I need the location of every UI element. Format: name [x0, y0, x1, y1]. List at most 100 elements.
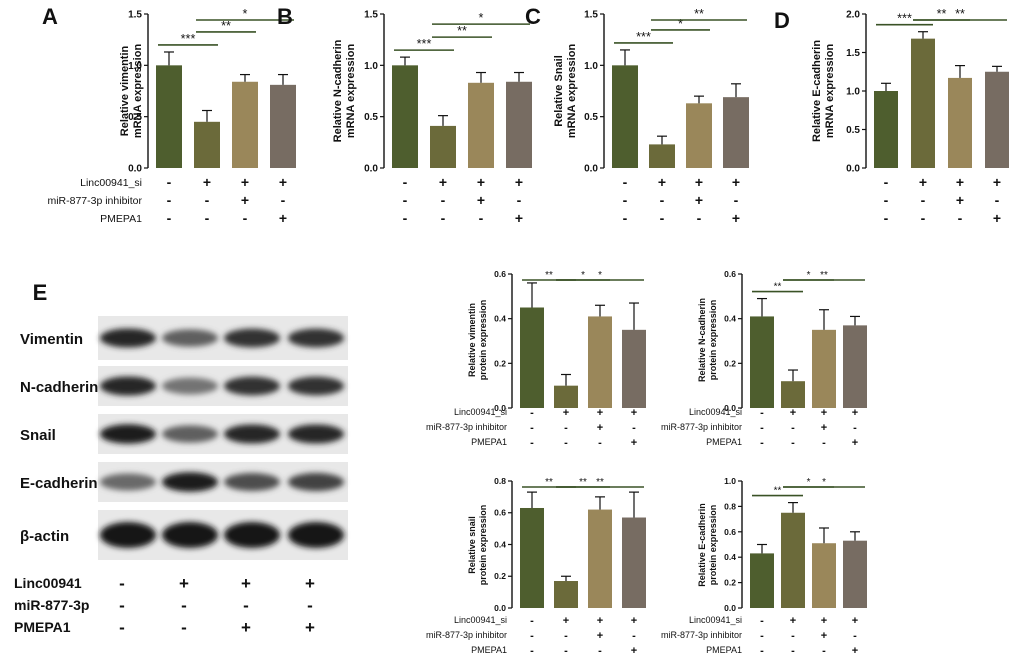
- bar-chart-panel: 0.0 0.2 0.4 0.6 0.8 1.0 Relative E-cadherinpro…: [661, 476, 867, 657]
- significance-label: *: [243, 7, 248, 21]
- y-tick-label: 1.5: [364, 10, 378, 21]
- significance-label: *: [822, 477, 826, 488]
- y-axis-label-line: Relative E-cadherin: [697, 503, 707, 587]
- minus-sign: -: [660, 210, 665, 226]
- significance-label: **: [955, 7, 965, 21]
- panel-letter: B: [277, 4, 293, 29]
- protein-band: [100, 424, 156, 444]
- plus-sign: +: [956, 174, 964, 190]
- plus-sign: +: [956, 192, 964, 208]
- minus-sign: -: [760, 437, 764, 449]
- minus-sign: -: [530, 407, 534, 419]
- significance-label: **: [579, 477, 587, 488]
- y-tick-label: 0.2: [494, 358, 506, 368]
- condition-label: PMEPA1: [471, 645, 507, 655]
- plus-sign: +: [279, 210, 287, 226]
- y-tick-label: 0.5: [364, 112, 378, 123]
- y-axis-label-line: protein expression: [708, 505, 718, 586]
- y-axis-label-line: mRNA expression: [824, 44, 836, 139]
- y-axis-label-line: Relative snail: [467, 516, 477, 574]
- protein-band: [224, 328, 280, 348]
- plus-sign: +: [852, 407, 858, 419]
- y-tick-label: 0.2: [724, 358, 736, 368]
- bar: [588, 509, 612, 608]
- condition-label: miR-877-3p inhibitor: [661, 422, 742, 432]
- minus-sign: -: [243, 596, 249, 615]
- significance-label: *: [479, 11, 484, 25]
- bar: [723, 97, 749, 168]
- plus-sign: +: [631, 645, 637, 657]
- plus-sign: +: [241, 618, 251, 637]
- bar: [520, 507, 544, 608]
- plus-sign: +: [439, 174, 447, 190]
- blot-row-label: Vimentin: [20, 331, 83, 348]
- plus-sign: +: [821, 630, 827, 642]
- y-axis-label: Relative vimentinmRNA expression: [119, 44, 144, 139]
- y-tick-label: 0.0: [584, 164, 598, 175]
- condition-label: Linc00941_si: [454, 407, 507, 417]
- plus-sign: +: [732, 174, 740, 190]
- minus-sign: -: [822, 645, 826, 657]
- plus-sign: +: [563, 615, 569, 627]
- bar: [612, 65, 638, 168]
- condition-label: miR-877-3p inhibitor: [47, 195, 142, 207]
- y-tick-label: 0.2: [494, 571, 506, 581]
- blot-row-label: N-cadherin: [20, 379, 98, 396]
- minus-sign: -: [530, 615, 534, 627]
- y-tick-label: 0.6: [724, 269, 736, 279]
- y-tick-label: 0.0: [724, 603, 736, 613]
- y-axis-label-line: protein expression: [708, 300, 718, 381]
- bar: [588, 316, 612, 408]
- minus-sign: -: [205, 210, 210, 226]
- condition-label: Linc00941_si: [689, 407, 742, 417]
- bar: [911, 38, 935, 168]
- bar-chart-panel: A 0.0 0.5 1.0 1.5 Relative vimentinmRNA expre…: [42, 4, 296, 226]
- minus-sign: -: [530, 437, 534, 449]
- minus-sign: -: [734, 192, 739, 208]
- y-tick-label: 1.0: [364, 61, 378, 72]
- significance-label: *: [807, 477, 811, 488]
- bar: [392, 65, 418, 168]
- minus-sign: -: [822, 437, 826, 449]
- significance-label: **: [694, 7, 704, 21]
- protein-band: [162, 522, 218, 548]
- minus-sign: -: [119, 618, 125, 637]
- minus-sign: -: [632, 630, 636, 642]
- condition-label: PMEPA1: [471, 437, 507, 447]
- minus-sign: -: [530, 630, 534, 642]
- y-axis-label: Relative N-cadherinmRNA expression: [332, 39, 357, 142]
- plus-sign: +: [179, 574, 189, 593]
- bar: [985, 71, 1009, 168]
- significance-label: *: [581, 270, 585, 281]
- y-axis-label-line: Relative N-cadherin: [332, 39, 344, 142]
- y-tick-label: 0.0: [724, 403, 736, 413]
- minus-sign: -: [403, 192, 408, 208]
- y-tick-label: 0.5: [846, 125, 860, 136]
- y-axis-label: Relative E-cadherinmRNA expression: [811, 40, 836, 142]
- bar-chart-panel: 0.0 0.2 0.4 0.6 0.8 Relative snailprotein exp…: [426, 476, 646, 657]
- plus-sign: +: [821, 407, 827, 419]
- plus-sign: +: [695, 192, 703, 208]
- minus-sign: -: [479, 210, 484, 226]
- y-axis-label: Relative N-cadherinprotein expression: [697, 298, 718, 382]
- minus-sign: -: [623, 174, 628, 190]
- minus-sign: -: [884, 174, 889, 190]
- y-axis-label-line: mRNA expression: [132, 44, 144, 139]
- bar: [812, 329, 836, 408]
- significance-label: **: [774, 282, 782, 293]
- bar: [686, 103, 712, 168]
- bar: [156, 65, 182, 168]
- condition-label: Linc00941_si: [454, 615, 507, 625]
- minus-sign: -: [791, 630, 795, 642]
- y-tick-label: 0.6: [724, 527, 736, 537]
- y-axis-label-line: protein expression: [478, 505, 488, 586]
- minus-sign: -: [632, 422, 636, 434]
- minus-sign: -: [791, 422, 795, 434]
- plus-sign: +: [993, 210, 1001, 226]
- y-axis-label-line: Relative vimentin: [119, 45, 131, 136]
- y-axis-label-line: Relative E-cadherin: [811, 40, 823, 142]
- significance-label: *: [807, 270, 811, 281]
- y-tick-label: 1.0: [724, 476, 736, 486]
- minus-sign: -: [119, 574, 125, 593]
- plus-sign: +: [790, 407, 796, 419]
